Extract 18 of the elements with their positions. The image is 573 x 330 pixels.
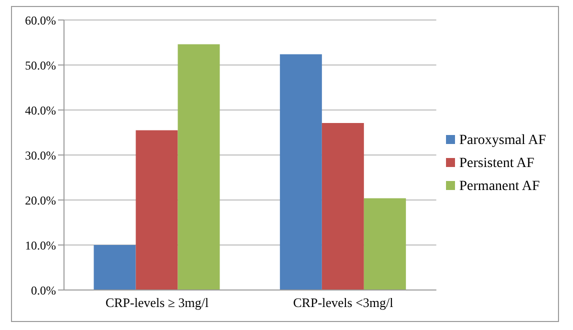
- y-tick-label: 60.0%: [25, 13, 56, 28]
- bar: [136, 130, 178, 290]
- bar: [178, 44, 220, 290]
- y-tick-label: 0.0%: [31, 283, 56, 298]
- bar: [94, 245, 136, 290]
- bar: [280, 54, 322, 290]
- y-tick-label: 20.0%: [25, 193, 56, 208]
- bar: [322, 123, 364, 290]
- x-tick-label: CRP-levels ≥ 3mg/l: [105, 295, 210, 310]
- y-tick-label: 30.0%: [25, 148, 56, 162]
- legend-label: Permanent AF: [459, 178, 540, 194]
- y-tick-label: 10.0%: [25, 238, 56, 252]
- bar: [364, 198, 406, 290]
- legend-label: Persistent AF: [459, 156, 534, 170]
- y-tick-label: 50.0%: [25, 58, 56, 72]
- x-tick-label: CRP-levels <3mg/l: [293, 295, 394, 310]
- legend-label: Paroxysmal AF: [459, 132, 546, 148]
- y-tick-label: 40.0%: [25, 103, 56, 118]
